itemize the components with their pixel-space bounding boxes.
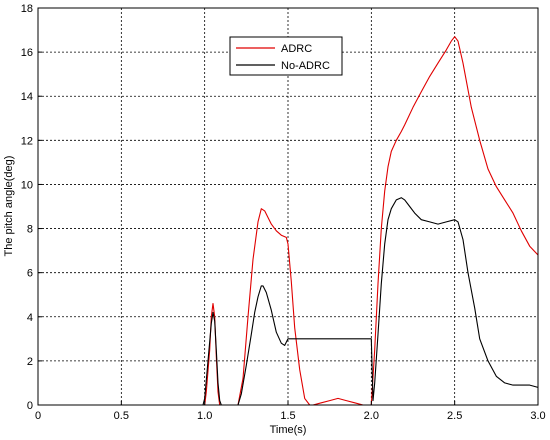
y-tick-label: 18 xyxy=(21,3,33,15)
legend-label-adrc: ADRC xyxy=(281,43,312,55)
legend-box xyxy=(229,36,343,76)
y-tick-label: 14 xyxy=(21,91,33,103)
y-tick-label: 2 xyxy=(27,356,33,368)
x-tick-label: 1.0 xyxy=(197,410,212,422)
x-tick-label: 2.0 xyxy=(364,410,379,422)
legend-label-no-adrc: No-ADRC xyxy=(281,60,330,72)
axis-ticks: 0 0.5 1.0 1.5 2.0 2.5 3.0 0 2 4 6 8 10 12 14 16 18 xyxy=(21,3,546,422)
y-tick-label: 12 xyxy=(21,135,33,147)
x-tick-label: 2.5 xyxy=(447,410,462,422)
y-tick-label: 10 xyxy=(21,179,33,191)
y-tick-label: 8 xyxy=(27,224,33,236)
legend: ADRC No-ADRC xyxy=(229,36,343,76)
x-tick-label: 3.0 xyxy=(530,410,545,422)
y-axis-label: The pitch angle(deg) xyxy=(3,156,15,257)
x-tick-label: 1.5 xyxy=(280,410,295,422)
grid-lines xyxy=(38,8,538,405)
y-tick-label: 16 xyxy=(21,47,33,59)
x-axis-label: Time(s) xyxy=(270,424,307,436)
y-tick-label: 0 xyxy=(27,400,33,412)
y-tick-label: 4 xyxy=(27,312,33,324)
y-tick-label: 6 xyxy=(27,268,33,280)
x-tick-label: 0.5 xyxy=(114,410,129,422)
x-tick-label: 0 xyxy=(35,410,41,422)
